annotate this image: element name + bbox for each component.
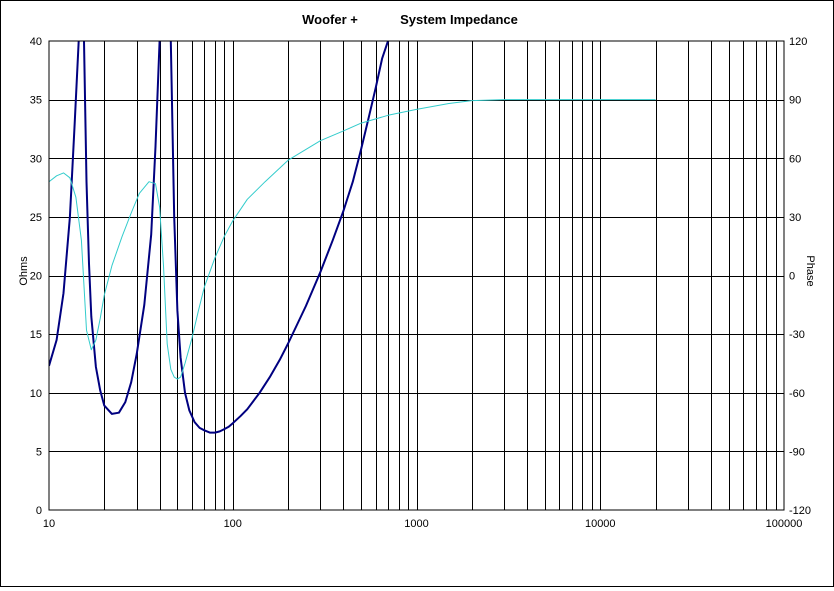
- y-right-tick-label: 90: [789, 95, 801, 107]
- x-tick-label: 10000: [585, 518, 616, 530]
- y-left-tick-label: 10: [30, 388, 42, 400]
- y-right-tick-label: -30: [789, 329, 805, 341]
- chart-title-part-2: System Impedance: [400, 12, 518, 27]
- y-axis-left-label: Ohms: [18, 256, 30, 286]
- y-left-tick-label: 5: [36, 446, 42, 458]
- y-right-tick-label: 120: [789, 36, 807, 48]
- chart-title-part-1: Woofer +: [302, 12, 358, 27]
- y-right-tick-label: 30: [789, 212, 801, 224]
- y-left-tick-label: 0: [36, 505, 42, 517]
- series-lines: [49, 41, 656, 434]
- tick-labels: 10 100 1000 10000 100000 0 5 10 15 20 25 30 35 40 -120…: [30, 36, 811, 530]
- x-tick-label: 100000: [766, 518, 803, 530]
- series-line-phase: [49, 99, 656, 380]
- series-line-impedance: [49, 41, 389, 434]
- y-left-tick-label: 30: [30, 153, 42, 165]
- y-left-tick-label: 15: [30, 329, 42, 341]
- grid-lines: [49, 41, 784, 510]
- y-left-tick-label: 35: [30, 95, 42, 107]
- y-right-tick-label: 60: [789, 153, 801, 165]
- y-axis-right-label: Phase: [804, 255, 816, 286]
- y-right-tick-label: 0: [789, 271, 795, 283]
- y-right-tick-label: -60: [789, 388, 805, 400]
- plot-area-border: [48, 40, 785, 511]
- y-right-tick-label: -90: [789, 446, 805, 458]
- x-tick-label: 1000: [404, 518, 428, 530]
- y-left-tick-label: 25: [30, 212, 42, 224]
- x-tick-label: 10: [43, 518, 55, 530]
- y-left-tick-label: 40: [30, 36, 42, 48]
- x-tick-label: 100: [224, 518, 242, 530]
- y-right-tick-label: -120: [789, 505, 811, 517]
- y-left-tick-label: 20: [30, 271, 42, 283]
